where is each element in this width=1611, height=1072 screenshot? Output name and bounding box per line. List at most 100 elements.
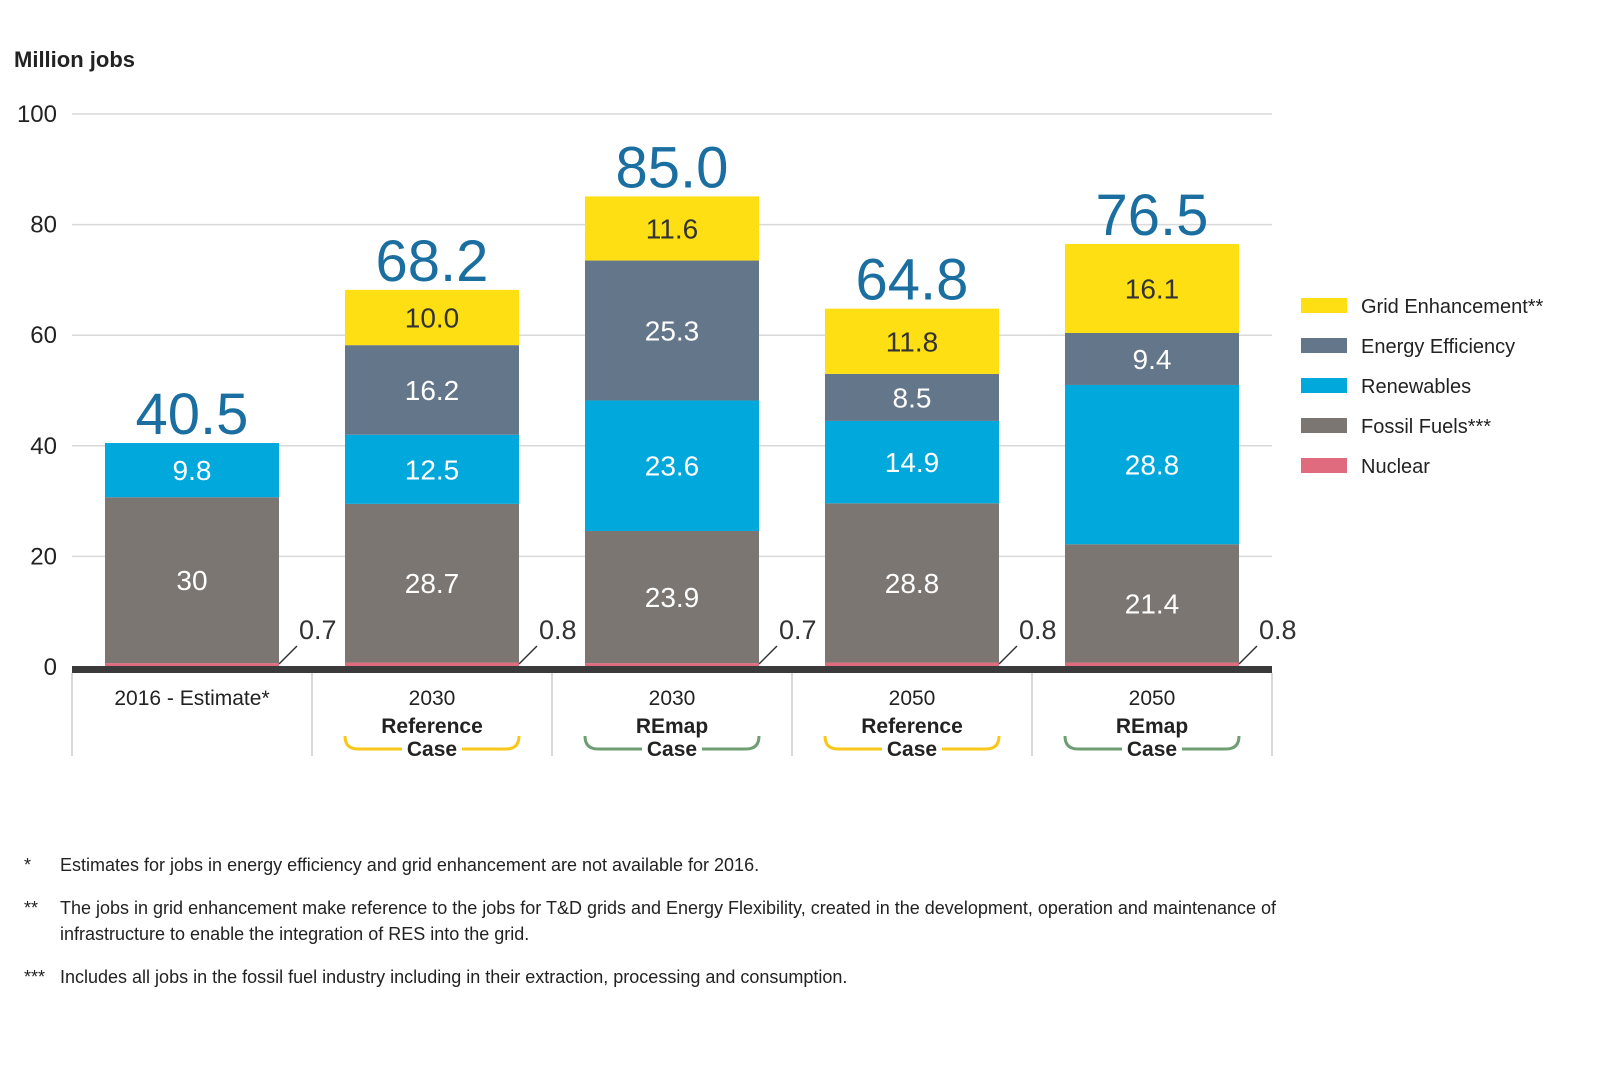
data-label-efficiency-2: 16.2 bbox=[405, 375, 460, 406]
data-label-fossil-1: 30 bbox=[176, 565, 207, 596]
legend-label-grid: Grid Enhancement** bbox=[1361, 296, 1544, 318]
bar-grid-4 bbox=[825, 308, 999, 374]
x-tick-label-case-line2-2: Case bbox=[407, 738, 457, 761]
nuclear-leader-line bbox=[998, 645, 1018, 665]
y-tick-label: 80 bbox=[30, 212, 57, 239]
legend-label-fossil: Fossil Fuels*** bbox=[1361, 416, 1491, 438]
y-tick-label: 0 bbox=[44, 654, 57, 681]
data-label-renewables-2: 12.5 bbox=[405, 454, 460, 485]
footnote-2: ** The jobs in grid enhancement make ref… bbox=[24, 895, 1324, 947]
legend-label-efficiency: Energy Efficiency bbox=[1361, 336, 1515, 358]
data-label-renewables-5: 28.8 bbox=[1125, 450, 1180, 481]
x-tick-label-case-2: Reference bbox=[381, 715, 483, 738]
data-label-nuclear-2: 0.8 bbox=[539, 615, 577, 645]
x-tick-label-year-4: 2050 bbox=[889, 687, 936, 710]
bar-efficiency-3 bbox=[585, 260, 759, 401]
x-tick-label-case-line2-3: Case bbox=[647, 738, 697, 761]
footnote-1: * Estimates for jobs in energy efficienc… bbox=[24, 852, 1324, 878]
data-label-efficiency-5: 9.4 bbox=[1133, 344, 1172, 375]
total-label-1: 40.5 bbox=[136, 382, 249, 447]
x-tick-label-case-line2-4: Case bbox=[887, 738, 937, 761]
legend-swatch-efficiency bbox=[1301, 338, 1347, 353]
case-bracket-left-4 bbox=[823, 735, 882, 751]
footnote-2-mark: ** bbox=[24, 898, 39, 918]
case-bracket-left-3 bbox=[583, 735, 642, 751]
bar-renewables-4 bbox=[825, 420, 999, 504]
footnote-1-mark: * bbox=[24, 855, 32, 875]
data-label-renewables-1: 9.8 bbox=[173, 455, 212, 486]
bar-fossil-4 bbox=[825, 503, 999, 663]
footnote-3-mark: *** bbox=[24, 967, 46, 987]
bar-renewables-1 bbox=[105, 443, 279, 498]
y-tick-label: 20 bbox=[30, 543, 57, 570]
legend-label-nuclear: Nuclear bbox=[1361, 456, 1430, 478]
y-axis-title: Million jobs bbox=[14, 47, 135, 72]
data-label-grid-5: 16.1 bbox=[1125, 273, 1180, 304]
bar-nuclear-1 bbox=[105, 663, 279, 667]
nuclear-leader-line bbox=[278, 645, 298, 665]
footnote-3-text: Includes all jobs in the fossil fuel ind… bbox=[60, 967, 848, 987]
case-bracket-left-5 bbox=[1063, 735, 1122, 751]
data-label-nuclear-1: 0.7 bbox=[299, 615, 337, 645]
x-tick-label-case-3: REmap bbox=[636, 715, 708, 738]
nuclear-leader-line bbox=[1238, 645, 1258, 665]
case-bracket-right-3 bbox=[702, 735, 761, 751]
y-tick-label: 100 bbox=[17, 101, 57, 128]
legend-swatch-fossil bbox=[1301, 418, 1347, 433]
data-label-efficiency-4: 8.5 bbox=[893, 382, 932, 413]
x-tick-label-year-1: 2016 - Estimate* bbox=[114, 687, 269, 710]
x-tick-label-case-4: Reference bbox=[861, 715, 963, 738]
bar-renewables-5 bbox=[1065, 384, 1239, 545]
data-label-efficiency-3: 25.3 bbox=[645, 315, 700, 346]
bar-fossil-3 bbox=[585, 530, 759, 664]
bar-grid-2 bbox=[345, 289, 519, 346]
data-label-renewables-3: 23.6 bbox=[645, 451, 700, 482]
nuclear-leader-line bbox=[758, 645, 778, 665]
data-label-grid-2: 10.0 bbox=[405, 303, 460, 334]
bar-renewables-3 bbox=[585, 400, 759, 531]
nuclear-leader-line bbox=[518, 645, 538, 665]
x-tick-label-year-5: 2050 bbox=[1129, 687, 1176, 710]
case-bracket-right-2 bbox=[462, 735, 521, 751]
legend-label-renewables: Renewables bbox=[1361, 376, 1471, 398]
footnote-1-text: Estimates for jobs in energy efficiency … bbox=[60, 855, 760, 875]
bar-efficiency-5 bbox=[1065, 332, 1239, 385]
total-label-4: 64.8 bbox=[856, 248, 969, 313]
data-label-grid-4: 11.8 bbox=[886, 326, 938, 357]
case-bracket-left-2 bbox=[343, 735, 402, 751]
data-label-nuclear-4: 0.8 bbox=[1019, 615, 1057, 645]
case-bracket-right-4 bbox=[942, 735, 1001, 751]
data-label-nuclear-5: 0.8 bbox=[1259, 615, 1297, 645]
data-label-fossil-5: 21.4 bbox=[1125, 588, 1180, 619]
total-label-2: 68.2 bbox=[376, 229, 489, 294]
y-tick-label: 60 bbox=[30, 322, 57, 349]
data-label-grid-3: 11.6 bbox=[646, 213, 698, 244]
bar-efficiency-4 bbox=[825, 373, 999, 421]
x-tick-label-case-5: REmap bbox=[1116, 715, 1188, 738]
total-label-5: 76.5 bbox=[1096, 183, 1209, 248]
total-label-3: 85.0 bbox=[616, 135, 729, 200]
bar-grid-5 bbox=[1065, 243, 1239, 333]
x-tick-label-year-2: 2030 bbox=[409, 687, 456, 710]
bar-fossil-2 bbox=[345, 503, 519, 663]
data-label-fossil-4: 28.8 bbox=[885, 568, 940, 599]
bar-nuclear-4 bbox=[825, 662, 999, 667]
x-tick-label-case-line2-5: Case bbox=[1127, 738, 1177, 761]
bar-fossil-5 bbox=[1065, 544, 1239, 663]
bar-renewables-2 bbox=[345, 434, 519, 504]
x-tick-label-year-3: 2030 bbox=[649, 687, 696, 710]
bar-efficiency-2 bbox=[345, 345, 519, 435]
bar-nuclear-5 bbox=[1065, 662, 1239, 667]
legend-swatch-nuclear bbox=[1301, 458, 1347, 473]
data-label-nuclear-3: 0.7 bbox=[779, 615, 817, 645]
bar-nuclear-3 bbox=[585, 663, 759, 667]
legend-swatch-renewables bbox=[1301, 378, 1347, 393]
case-bracket-right-5 bbox=[1182, 735, 1241, 751]
bar-grid-3 bbox=[585, 196, 759, 261]
data-label-fossil-2: 28.7 bbox=[405, 568, 460, 599]
bar-nuclear-2 bbox=[345, 662, 519, 667]
data-label-fossil-3: 23.9 bbox=[645, 582, 700, 613]
footnotes: * Estimates for jobs in energy efficienc… bbox=[24, 852, 1324, 1007]
legend-swatch-grid bbox=[1301, 298, 1347, 313]
